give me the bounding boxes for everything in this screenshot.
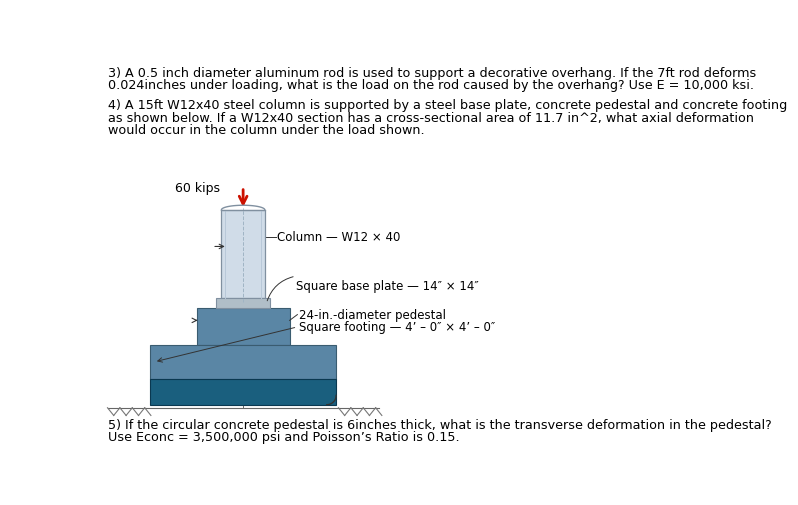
- Text: 4) A 15ft W12x40 steel column is supported by a steel base plate, concrete pedes: 4) A 15ft W12x40 steel column is support…: [108, 99, 787, 112]
- Text: as shown below. If a W12x40 section has a cross-sectional area of 11.7 in^2, wha: as shown below. If a W12x40 section has …: [108, 111, 753, 124]
- Bar: [150, 345, 336, 380]
- Bar: [150, 380, 336, 405]
- Text: would occur in the column under the load shown.: would occur in the column under the load…: [108, 124, 424, 136]
- Text: 0.024inches under loading, what is the load on the rod caused by the overhang? U: 0.024inches under loading, what is the l…: [108, 79, 753, 92]
- Bar: [196, 309, 290, 345]
- Text: 5) If the circular concrete pedestal is 6inches thick, what is the transverse de: 5) If the circular concrete pedestal is …: [108, 418, 771, 431]
- Text: 24-in.-diameter pedestal: 24-in.-diameter pedestal: [299, 309, 446, 322]
- Text: Use Econc = 3,500,000 psi and Poisson’s Ratio is 0.15.: Use Econc = 3,500,000 psi and Poisson’s …: [108, 430, 459, 443]
- Text: 3) A 0.5 inch diameter aluminum rod is used to support a decorative overhang. If: 3) A 0.5 inch diameter aluminum rod is u…: [108, 67, 756, 80]
- Text: Column — W12 × 40: Column — W12 × 40: [277, 231, 401, 244]
- Text: 60 kips: 60 kips: [175, 182, 220, 195]
- Text: Square footing — 4’ – 0″ × 4’ – 0″: Square footing — 4’ – 0″ × 4’ – 0″: [299, 321, 496, 334]
- Bar: [216, 299, 271, 309]
- Text: Square base plate — 14″ × 14″: Square base plate — 14″ × 14″: [296, 280, 479, 292]
- Bar: [221, 211, 265, 299]
